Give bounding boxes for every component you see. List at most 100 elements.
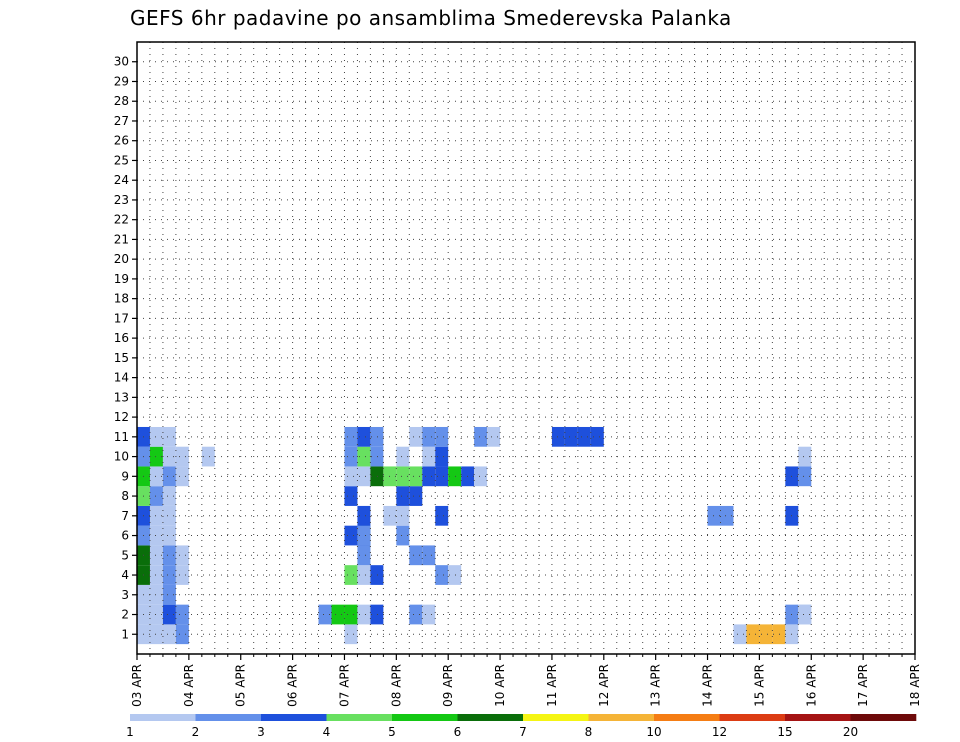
y-tick-label: 19 <box>114 272 129 286</box>
heatmap-cell <box>435 505 449 526</box>
heatmap-cell <box>175 624 189 645</box>
y-tick-label: 8 <box>121 489 129 503</box>
heatmap-cell <box>162 446 176 467</box>
heatmap-cell <box>422 604 436 625</box>
y-tick-label: 6 <box>121 529 129 543</box>
x-tick-label: 07 APR <box>337 664 351 707</box>
heatmap-cell <box>474 426 488 447</box>
legend-label: 1 <box>126 725 134 739</box>
y-tick-label: 10 <box>114 450 129 464</box>
legend-label: 7 <box>519 725 527 739</box>
heatmap-cell <box>396 505 410 526</box>
heatmap-cell <box>162 565 176 585</box>
legend-label: 4 <box>323 725 331 739</box>
heatmap-cell <box>149 565 163 585</box>
y-tick-label: 16 <box>114 331 129 345</box>
x-tick-label: 13 APR <box>649 664 663 707</box>
heatmap-cell <box>435 565 449 585</box>
y-tick-label: 11 <box>114 430 129 444</box>
heatmap-cell <box>331 604 345 625</box>
x-tick-label: 15 APR <box>752 664 766 707</box>
legend-swatch <box>195 714 262 721</box>
heatmap-cell <box>162 584 176 605</box>
y-tick-label: 4 <box>121 568 129 582</box>
y-tick-label: 24 <box>114 173 129 187</box>
y-tick-label: 21 <box>114 232 129 246</box>
heatmap-cell <box>162 466 176 487</box>
legend-swatch <box>654 714 720 721</box>
gridlines <box>137 42 915 654</box>
heatmap-cell <box>435 426 449 447</box>
heatmap-cell <box>149 505 163 526</box>
x-tick-label: 10 APR <box>493 664 507 707</box>
heatmap-cell <box>422 545 436 566</box>
heatmap-cell <box>422 446 436 467</box>
heatmap-cell <box>357 505 371 526</box>
y-tick-label: 5 <box>121 548 129 562</box>
legend-label: 3 <box>257 725 265 739</box>
heatmap-cell <box>551 426 565 447</box>
x-tick-label: 04 APR <box>182 664 196 707</box>
heatmap-cell <box>798 466 812 487</box>
x-tick-label: 18 APR <box>908 664 922 707</box>
x-tick-label: 08 APR <box>389 664 403 707</box>
heatmap-cell <box>149 466 163 487</box>
y-tick-label: 17 <box>114 311 129 325</box>
heatmap-cell <box>344 604 358 625</box>
heatmap-cell <box>201 446 215 467</box>
heatmap-cell <box>357 565 371 585</box>
y-tick-label: 15 <box>114 351 129 365</box>
y-tick-label: 28 <box>114 94 129 108</box>
y-tick-label: 25 <box>114 153 129 167</box>
y-tick-label: 18 <box>114 292 129 306</box>
x-tick-label: 14 APR <box>701 664 715 707</box>
heatmap-cell <box>448 565 462 585</box>
heatmap-cell <box>357 466 371 487</box>
y-tick-label: 14 <box>114 371 129 385</box>
heatmap-cell <box>357 426 371 447</box>
heatmap-cell <box>162 426 176 447</box>
heatmap-cell <box>175 466 189 487</box>
heatmap-cell <box>149 624 163 645</box>
heatmap-cell <box>344 446 358 467</box>
heatmap-cell <box>149 545 163 566</box>
x-tick-label: 17 APR <box>856 664 870 707</box>
heatmap-cell <box>577 426 591 447</box>
y-tick-label: 2 <box>121 608 129 622</box>
heatmap-cell <box>435 446 449 467</box>
heatmap-cell <box>344 486 358 506</box>
heatmap-cell <box>396 466 410 487</box>
x-tick-label: 16 APR <box>804 664 818 707</box>
legend-swatch <box>719 714 786 721</box>
legend-swatch <box>326 714 393 721</box>
heatmap-cell <box>733 624 747 645</box>
legend-label: 2 <box>192 725 200 739</box>
heatmap-cell <box>772 624 786 645</box>
heatmap-cell <box>396 446 410 467</box>
y-tick-label: 30 <box>114 55 129 69</box>
color-legend: 1 2 3 4 5 6 7 8 10 12 15 20 <box>126 714 917 739</box>
x-tick-label: 05 APR <box>234 664 248 707</box>
y-tick-label: 20 <box>114 252 129 266</box>
legend-label: 8 <box>585 725 593 739</box>
heatmap-cell <box>707 505 721 526</box>
legend-label: 12 <box>712 725 727 739</box>
heatmap-cell <box>357 604 371 625</box>
x-axis: 03 APR 04 APR 05 APR 06 APR 07 APR 08 APR 09 A… <box>130 654 922 707</box>
y-axis: 1234567891011121314151617181920212223242… <box>114 55 137 641</box>
heatmap-cells <box>137 426 812 645</box>
y-tick-label: 3 <box>121 588 129 602</box>
legend-label: 6 <box>454 725 462 739</box>
heatmap-cell <box>422 426 436 447</box>
x-tick-label: 03 APR <box>130 664 144 707</box>
heatmap-cell <box>798 446 812 467</box>
heatmap-cell <box>746 624 760 645</box>
heatmap-cell <box>396 525 410 546</box>
legend-swatch <box>261 714 327 721</box>
legend-label: 20 <box>843 725 858 739</box>
heatmap-cell <box>370 565 384 585</box>
heatmap-cell <box>720 505 734 526</box>
legend-label: 10 <box>646 725 661 739</box>
heatmap-cell <box>162 545 176 566</box>
heatmap-cell <box>396 486 410 506</box>
